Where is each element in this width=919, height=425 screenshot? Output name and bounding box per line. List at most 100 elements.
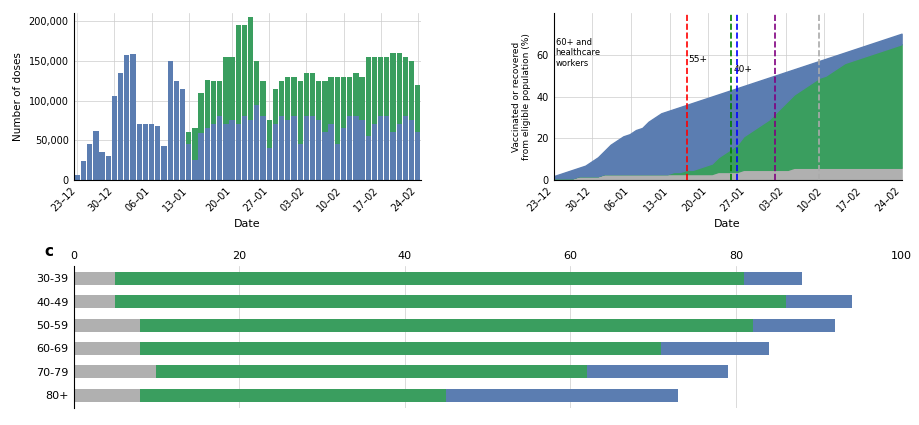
Bar bbox=[161, 146, 166, 180]
Bar bbox=[414, 133, 420, 180]
Bar bbox=[303, 73, 309, 116]
Bar bbox=[743, 272, 801, 285]
Bar bbox=[371, 57, 377, 125]
Bar bbox=[371, 125, 377, 180]
Bar bbox=[396, 125, 402, 180]
Bar bbox=[229, 57, 234, 120]
Bar bbox=[210, 125, 216, 180]
Bar bbox=[242, 25, 247, 116]
Bar bbox=[235, 125, 241, 180]
Bar bbox=[74, 175, 80, 180]
Bar bbox=[81, 161, 86, 180]
Bar bbox=[174, 81, 179, 180]
Bar bbox=[752, 319, 834, 332]
Bar bbox=[396, 53, 402, 125]
Bar bbox=[586, 366, 727, 378]
Bar bbox=[115, 272, 743, 285]
Bar bbox=[223, 57, 228, 125]
Bar bbox=[297, 144, 302, 180]
Bar bbox=[303, 116, 309, 180]
Bar bbox=[341, 76, 346, 128]
Bar bbox=[180, 88, 185, 180]
Bar bbox=[260, 81, 266, 116]
Bar bbox=[254, 61, 259, 105]
Bar bbox=[260, 116, 266, 180]
Bar bbox=[378, 116, 383, 180]
Bar bbox=[384, 57, 389, 116]
Bar bbox=[316, 81, 321, 120]
Bar bbox=[248, 17, 253, 120]
Bar bbox=[409, 120, 414, 180]
Bar bbox=[93, 131, 98, 180]
Bar bbox=[353, 116, 358, 180]
Bar bbox=[217, 116, 222, 180]
X-axis label: Date: Date bbox=[234, 219, 261, 229]
X-axis label: Date: Date bbox=[713, 219, 740, 229]
Bar bbox=[229, 120, 234, 180]
Bar bbox=[322, 133, 327, 180]
Bar bbox=[140, 342, 661, 355]
Bar bbox=[87, 144, 92, 180]
Bar bbox=[74, 366, 156, 378]
Bar bbox=[204, 80, 210, 128]
Bar bbox=[272, 125, 278, 180]
Bar bbox=[242, 116, 247, 180]
Bar bbox=[115, 295, 785, 308]
Bar bbox=[310, 116, 315, 180]
Bar bbox=[328, 125, 334, 180]
Bar bbox=[322, 81, 327, 133]
Bar bbox=[223, 125, 228, 180]
Bar bbox=[785, 295, 851, 308]
Bar bbox=[359, 76, 364, 120]
Bar bbox=[248, 120, 253, 180]
Bar bbox=[316, 120, 321, 180]
Bar bbox=[365, 136, 370, 180]
Bar bbox=[142, 125, 148, 180]
Bar bbox=[199, 94, 203, 133]
Bar bbox=[403, 57, 408, 116]
Bar bbox=[186, 133, 191, 144]
Bar bbox=[365, 57, 370, 136]
Bar bbox=[74, 319, 140, 332]
Text: c: c bbox=[44, 244, 53, 259]
Bar bbox=[130, 54, 135, 180]
Bar bbox=[267, 120, 271, 148]
Bar bbox=[140, 389, 446, 402]
Bar bbox=[74, 272, 115, 285]
Bar bbox=[384, 116, 389, 180]
Bar bbox=[210, 81, 216, 125]
Bar bbox=[99, 152, 105, 180]
Bar bbox=[378, 57, 383, 116]
Text: 55+: 55+ bbox=[687, 55, 707, 64]
Bar bbox=[204, 128, 210, 180]
Bar bbox=[446, 389, 677, 402]
Bar bbox=[156, 366, 586, 378]
Bar bbox=[310, 73, 315, 116]
Y-axis label: Number of doses: Number of doses bbox=[13, 52, 23, 141]
Text: 40+: 40+ bbox=[733, 65, 752, 74]
Bar bbox=[291, 116, 296, 180]
Bar bbox=[341, 128, 346, 180]
Bar bbox=[359, 120, 364, 180]
Bar bbox=[390, 133, 395, 180]
Bar bbox=[346, 116, 352, 180]
Bar bbox=[74, 389, 140, 402]
Bar bbox=[254, 105, 259, 180]
Bar bbox=[112, 96, 117, 180]
Bar bbox=[409, 61, 414, 120]
Bar bbox=[278, 116, 284, 180]
Bar bbox=[149, 125, 154, 180]
Bar bbox=[267, 148, 271, 180]
Bar bbox=[278, 81, 284, 116]
Bar bbox=[346, 76, 352, 116]
Bar bbox=[124, 55, 130, 180]
Y-axis label: Vaccinated or recovered
from eligible population (%): Vaccinated or recovered from eligible po… bbox=[511, 33, 530, 160]
Bar bbox=[155, 126, 160, 180]
Bar bbox=[235, 25, 241, 125]
Bar bbox=[390, 53, 395, 133]
Bar bbox=[661, 342, 768, 355]
Bar bbox=[167, 61, 173, 180]
Bar bbox=[140, 319, 752, 332]
Bar bbox=[297, 81, 302, 144]
Bar bbox=[136, 124, 142, 180]
